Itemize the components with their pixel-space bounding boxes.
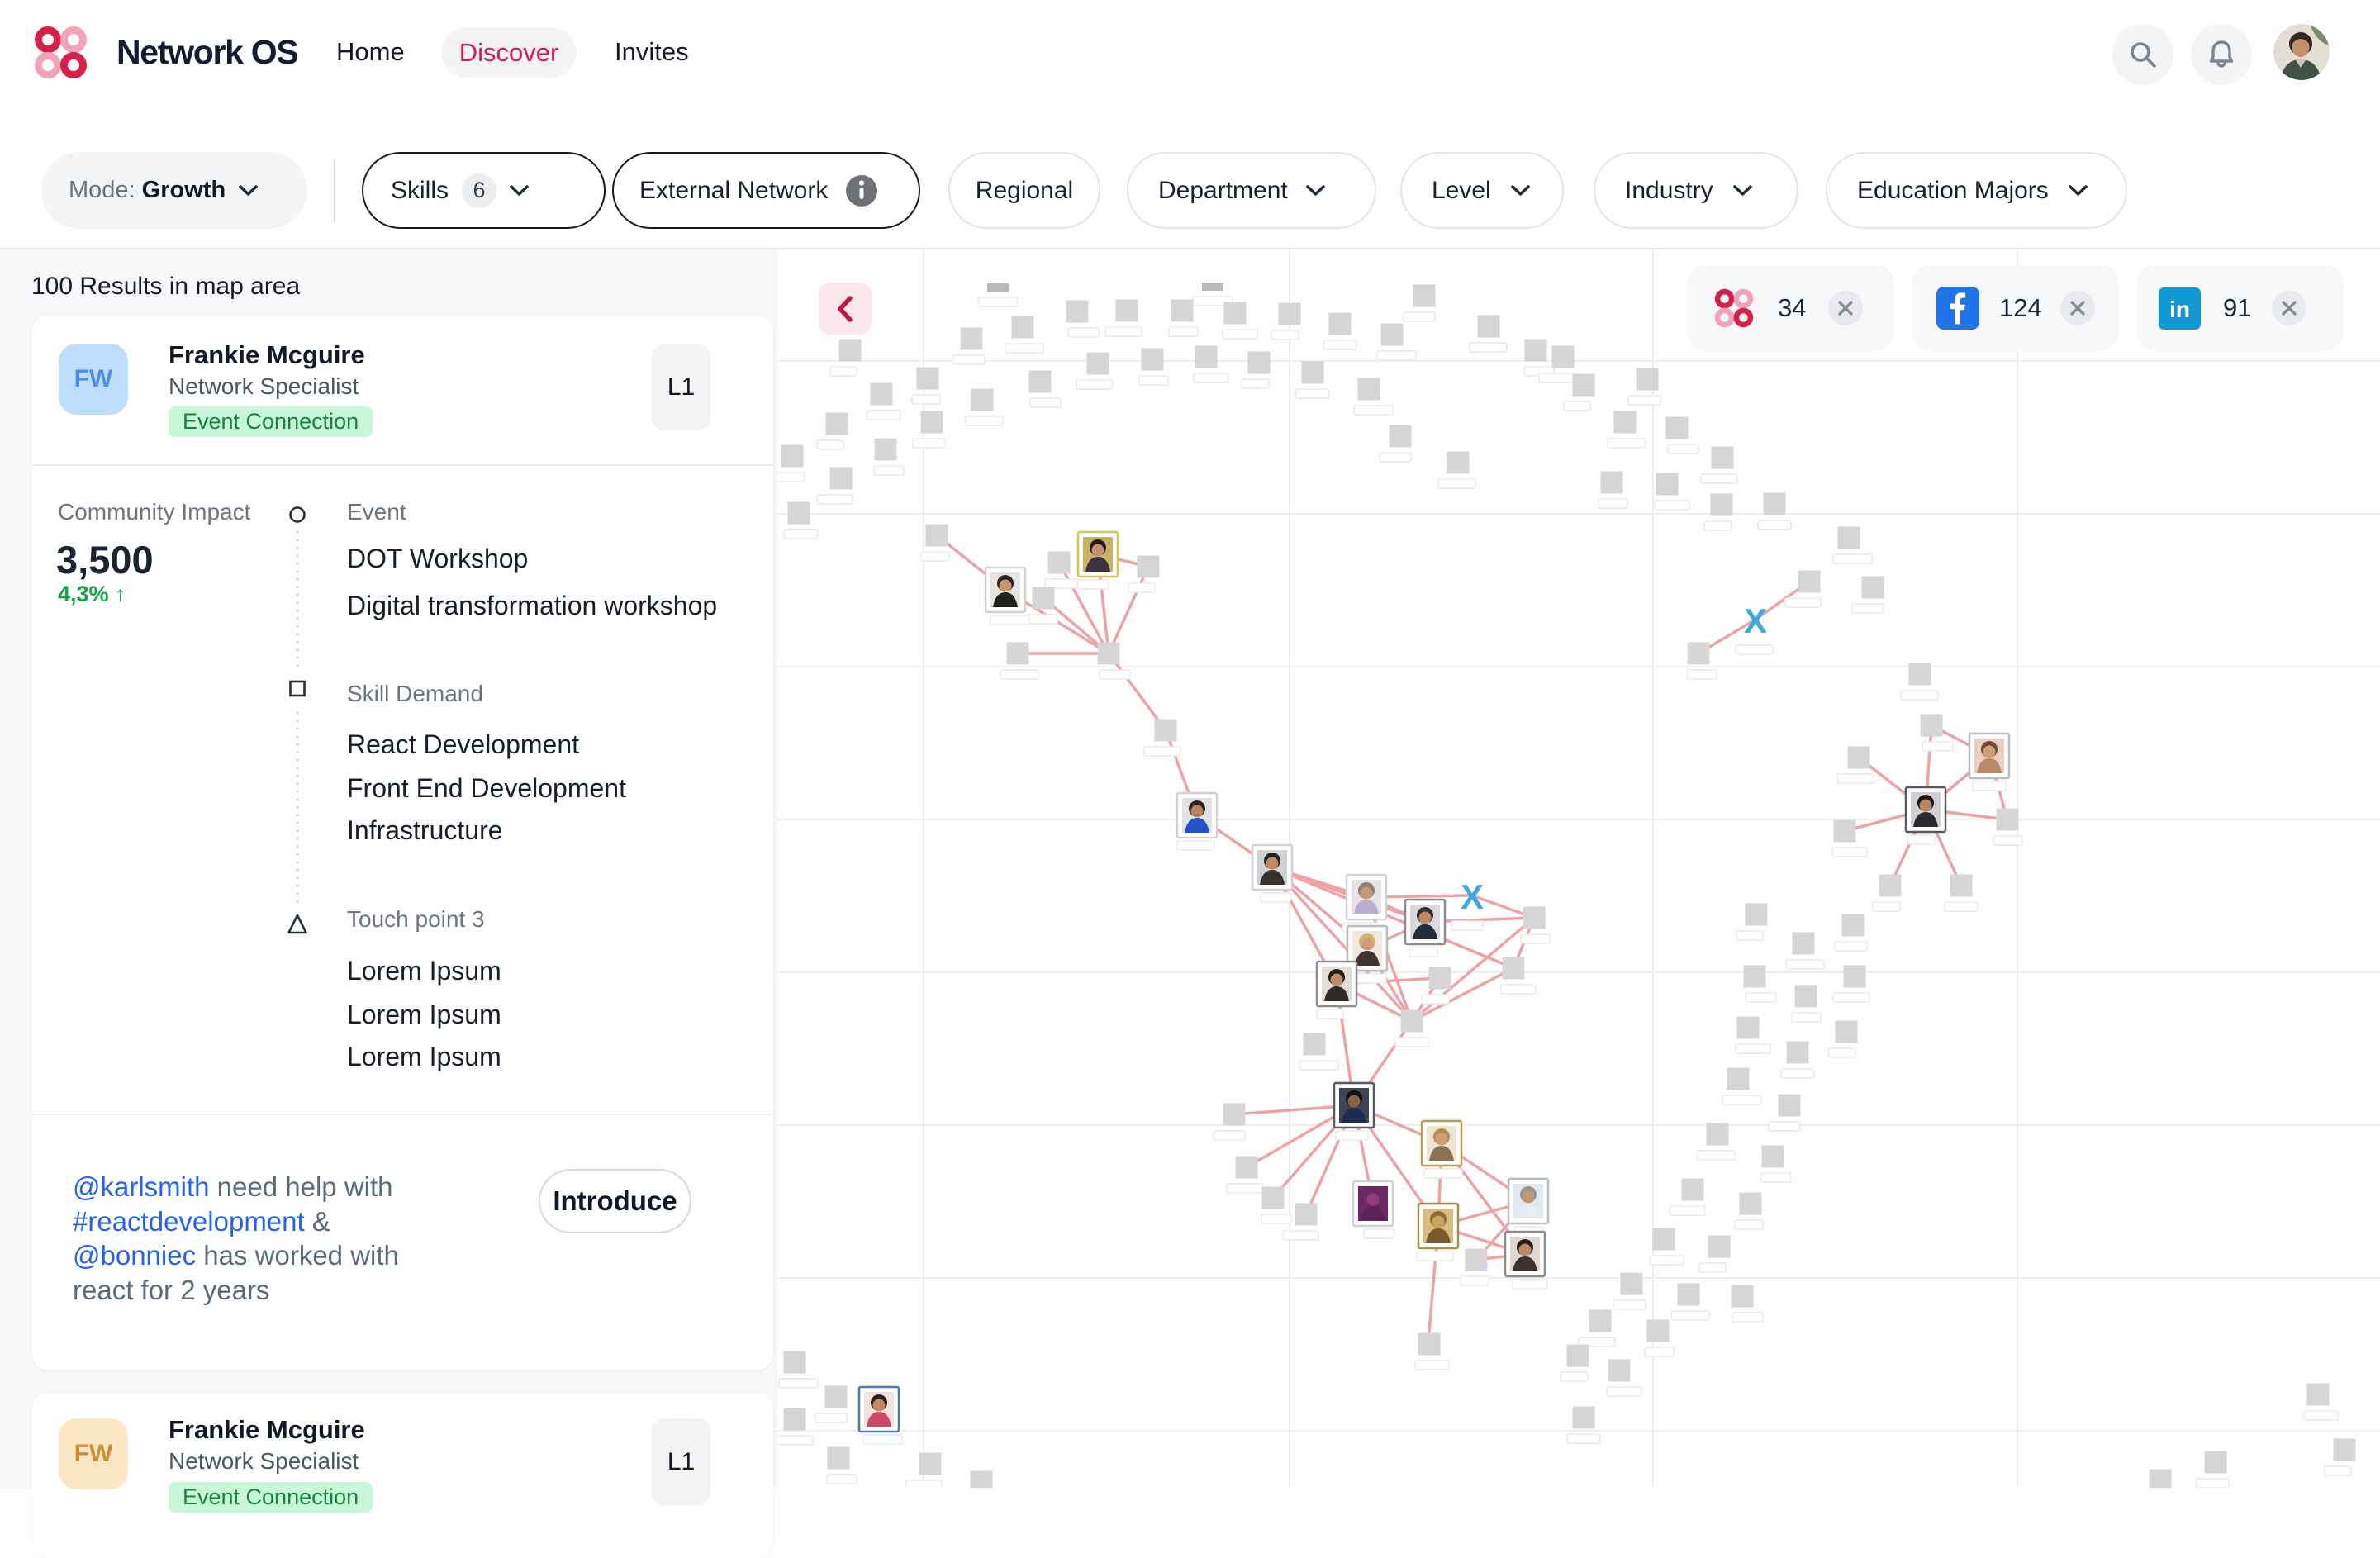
svg-text:X: X (1461, 877, 1484, 916)
svg-text:in: in (2169, 295, 2190, 321)
svg-text:X: X (1744, 601, 1767, 640)
